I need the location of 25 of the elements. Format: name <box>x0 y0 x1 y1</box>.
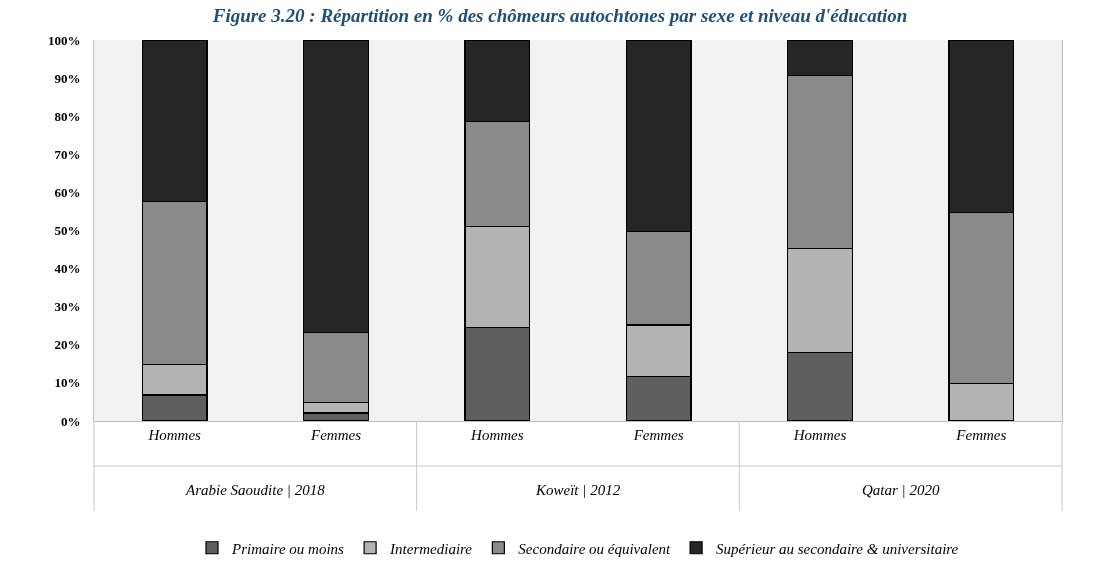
y-tick-label: 10% <box>54 375 81 391</box>
chart-title: Figure 3.20 : Répartition en % des chômeurs autochtones par sexe et niveau d'éducation <box>211 5 908 27</box>
text: Koweït | 2012 <box>535 482 621 498</box>
y-tick-label: 20% <box>54 337 81 353</box>
text: Arabie Saoudite | 2018 <box>185 482 326 498</box>
x-tick-label: Hommes <box>470 427 524 443</box>
x-tick-label: Femmes <box>955 427 1007 443</box>
y-tick-label: 70% <box>54 146 81 162</box>
y-tick-label: 80% <box>54 108 81 124</box>
y-tick-label: 30% <box>54 299 81 315</box>
y-tick-label: 40% <box>54 261 81 277</box>
y-tick-label: 50% <box>54 223 81 239</box>
legend-label: Supérieur au secondaire & universitaire <box>716 540 959 557</box>
legend-label: Intermediaire <box>389 540 473 557</box>
x-tick-label: Hommes <box>147 427 202 443</box>
legend-label: Primaire ou moins <box>231 540 345 557</box>
legend-label: Secondaire ou équivalent <box>518 540 672 557</box>
x-tick-label: Femmes <box>632 427 684 443</box>
x-tick-label: Femmes <box>310 427 362 443</box>
y-tick-label: 0% <box>60 413 81 429</box>
x-tick-label: Hommes <box>792 427 847 443</box>
y-tick-label: 60% <box>54 184 81 200</box>
y-tick-label: 90% <box>54 70 81 86</box>
text: Qatar | 2020 <box>862 482 940 498</box>
y-tick-label: 100% <box>47 32 81 48</box>
